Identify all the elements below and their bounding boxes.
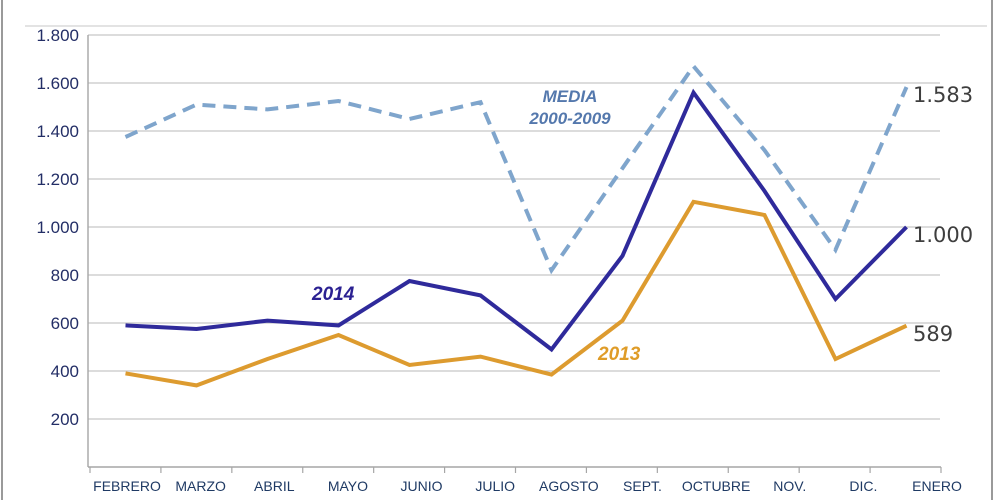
x-axis-label: DIC.: [849, 478, 877, 494]
series-line-2014: [125, 88, 908, 353]
end-value-label: 1.583: [913, 83, 974, 108]
series-label-media-line2: 2000-2009: [529, 109, 611, 128]
x-axis-label: JUNIO: [401, 478, 443, 494]
y-tick-label: 800: [51, 266, 79, 285]
series-label-media: MEDIA 2000-2009: [510, 86, 630, 130]
y-tick-label: 1.000: [36, 218, 79, 237]
end-value-label: 1.000: [913, 223, 974, 247]
x-axis-label: ABRIL: [254, 478, 295, 494]
x-axis-label: SEPT.: [623, 478, 662, 494]
x-axis-label: OCTUBRE: [682, 478, 750, 494]
cropped-title-artifact: [25, 25, 987, 27]
x-axis-label: NOV.: [773, 478, 806, 494]
y-tick-label: 600: [51, 314, 79, 333]
series-line-media-2000-2009: [124, 62, 909, 275]
y-tick-label: 200: [51, 410, 79, 429]
y-tick-label: 1.400: [36, 122, 79, 141]
window-right-border: [991, 0, 993, 500]
series-label-media-line1: MEDIA: [542, 87, 598, 106]
series-label-2013: 2013: [598, 344, 641, 365]
end-value-label: 589: [913, 321, 954, 346]
x-axis-label: JULIO: [475, 478, 515, 494]
y-tick-label: 400: [51, 362, 79, 381]
y-tick-label: 1.200: [36, 170, 79, 189]
series-label-2014: 2014: [312, 284, 355, 305]
x-axis-label: MARZO: [175, 478, 226, 494]
x-axis-label: FEBRERO: [93, 478, 161, 494]
y-tick-label: 1.800: [36, 26, 79, 45]
series-line-2013: [125, 199, 908, 388]
x-axis-label: ENERO: [912, 478, 962, 494]
x-axis-label: MAYO: [328, 478, 368, 494]
x-axis-label: AGOSTO: [539, 478, 599, 494]
window-left-border: [1, 0, 3, 500]
y-tick-label: 1.600: [36, 74, 79, 93]
